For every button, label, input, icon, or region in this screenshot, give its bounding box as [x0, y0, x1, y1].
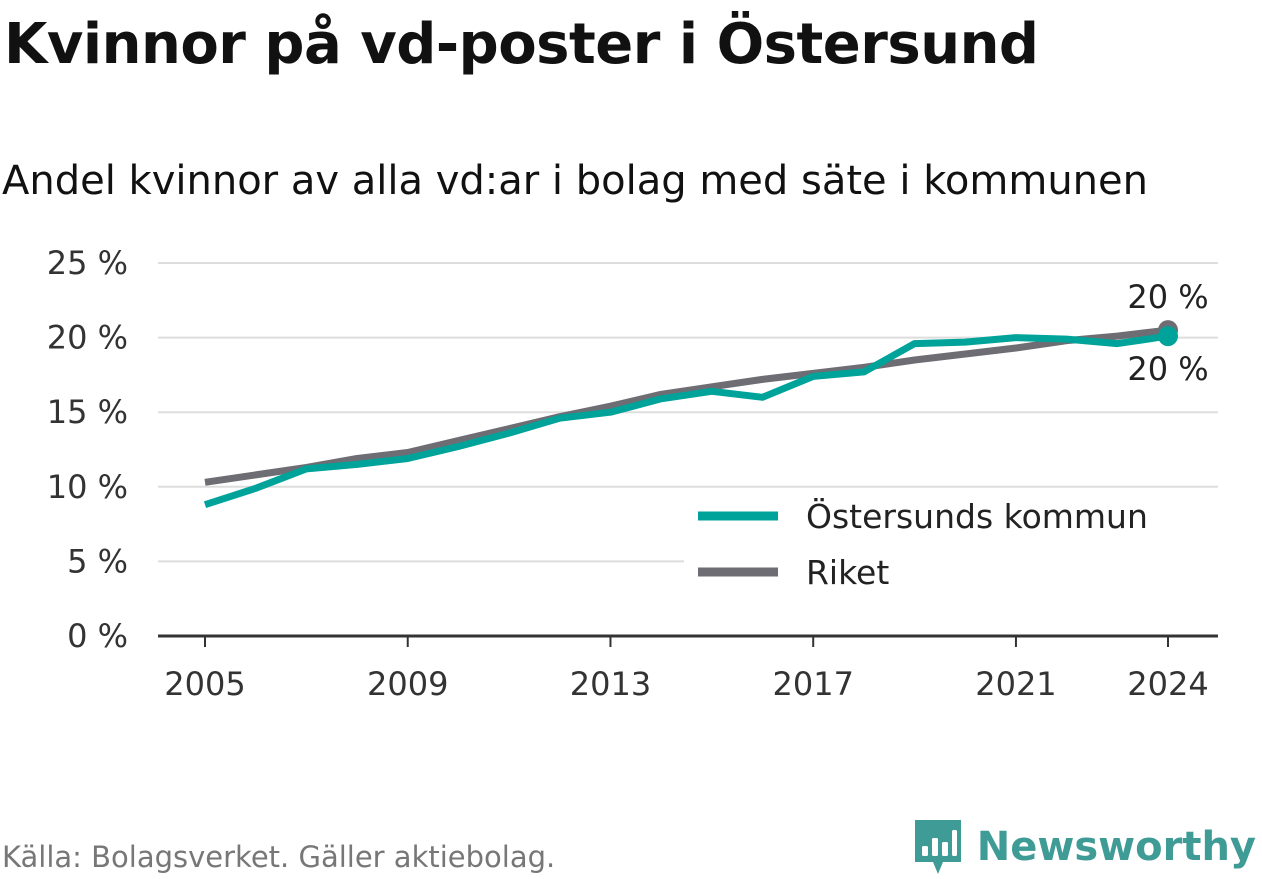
series-line-ostersund	[203, 332, 1169, 509]
line-chart: 0 %5 %10 %15 %20 %25 % 2005 2009 2013 2017 2…	[47, 244, 1218, 703]
chart-subtitle: Andel kvinnor av alla vd:ar i bolag med …	[2, 158, 1148, 204]
series-line-riket	[204, 326, 1169, 486]
legend-label: Östersunds kommun	[806, 496, 1148, 536]
end-point-ostersund	[1158, 326, 1178, 347]
legend: Östersunds kommun Riket	[684, 489, 1218, 599]
y-tick-label: 25 %	[47, 244, 128, 282]
x-tick-label: 2021	[975, 665, 1056, 703]
x-axis-ticks: 2005 2009 2013 2017 2021 2024	[158, 634, 1218, 703]
source-note: Källa: Bolagsverket. Gäller aktiebolag.	[2, 840, 556, 874]
series-lines	[203, 320, 1178, 509]
chart-title: Kvinnor på vd-poster i Östersund	[4, 12, 1039, 77]
x-tick-label: 2024	[1127, 665, 1208, 703]
y-tick-label: 0 %	[67, 617, 128, 655]
end-label-ostersund: 20 %	[1127, 350, 1208, 388]
x-tick-label: 2009	[367, 665, 448, 703]
y-tick-label: 20 %	[47, 319, 128, 357]
brand-logo: Newsworthy	[913, 818, 1256, 876]
x-tick-label: 2005	[164, 665, 245, 703]
y-tick-label: 10 %	[47, 468, 128, 506]
x-tick-label: 2017	[772, 665, 853, 703]
y-axis-ticks: 0 % 5 % 10 % 15 % 20 % 25 %	[47, 244, 128, 655]
x-tick-label: 2013	[570, 665, 651, 703]
end-label-riket: 20 %	[1127, 278, 1208, 316]
y-tick-label: 5 %	[67, 542, 128, 580]
legend-label: Riket	[806, 553, 889, 592]
brand-name: Newsworthy	[976, 824, 1256, 870]
end-labels: 20 % 20 %	[1127, 278, 1208, 388]
y-tick-label: 15 %	[47, 393, 128, 431]
legend-background	[684, 489, 1218, 599]
newsworthy-logo-icon	[914, 820, 961, 874]
